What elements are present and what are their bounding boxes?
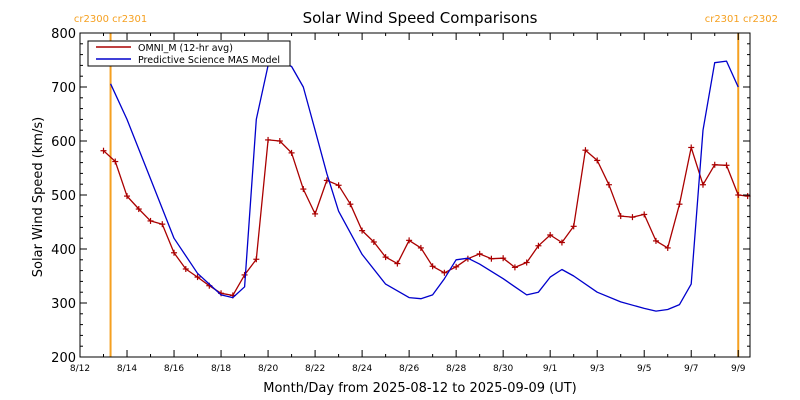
x-tick-label: 8/16 (164, 364, 184, 374)
data-point (735, 192, 742, 198)
data-point (641, 211, 648, 218)
y-tick-label: 800 (51, 27, 76, 42)
x-tick-label: 9/1 (543, 364, 557, 374)
data-point (523, 259, 530, 266)
data-point (500, 255, 507, 262)
data-point (547, 231, 554, 238)
data-point (335, 182, 342, 189)
data-point (582, 147, 589, 154)
data-point (429, 263, 436, 270)
x-tick-label: 8/26 (399, 364, 419, 374)
x-tick-label: 9/7 (684, 364, 698, 374)
y-tick-label: 600 (51, 135, 76, 150)
series-line-0 (103, 139, 748, 297)
data-point (241, 271, 248, 278)
y-tick-label: 700 (51, 81, 76, 96)
data-point (288, 149, 295, 156)
data-point (629, 214, 636, 221)
plot-frame (79, 32, 751, 358)
data-point (488, 255, 495, 262)
x-tick-label: 8/14 (117, 364, 137, 374)
data-point (359, 227, 366, 234)
x-tick-label: 9/3 (590, 364, 604, 374)
x-tick-label: 8/22 (305, 364, 325, 374)
y-tick-label: 400 (51, 243, 76, 258)
data-point (112, 158, 119, 165)
data-point (535, 242, 542, 249)
data-point (723, 162, 730, 169)
data-point (135, 206, 142, 213)
data-point (617, 213, 624, 220)
legend-label-mas: Predictive Science MAS Model (138, 55, 280, 66)
data-point (370, 238, 377, 245)
data-point (100, 147, 107, 154)
data-point (652, 237, 659, 244)
series-line-1 (110, 60, 739, 312)
x-tick-label: 8/12 (70, 364, 90, 374)
legend-box (87, 40, 291, 67)
data-point (664, 244, 671, 251)
legend: OMNI_M (12-hr avg) Predictive Science MA… (87, 40, 291, 67)
x-tick-label: 9/5 (637, 364, 651, 374)
carrington-label: cr2301 cr2302 (705, 14, 778, 25)
data-point (406, 237, 413, 244)
data-point (194, 274, 201, 281)
data-point (558, 239, 565, 246)
data-point (417, 244, 424, 251)
y-tick-label: 300 (51, 297, 76, 312)
data-point (171, 249, 178, 256)
y-tick-label: 200 (51, 351, 76, 366)
data-point (347, 201, 354, 208)
x-tick-label: 8/28 (446, 364, 466, 374)
x-axis-label: Month/Day from 2025-08-12 to 2025-09-09 … (263, 381, 576, 396)
axis-ticks: 200 300 400 500 600 700 800 8/12 8/14 8/16 8/18 8/2… (51, 27, 750, 374)
x-tick-label: 8/20 (258, 364, 278, 374)
data-point (276, 138, 283, 144)
data-point (511, 264, 518, 271)
x-tick-label: 8/30 (493, 364, 513, 374)
y-axis-label: Solar Wind Speed (km/s) (31, 117, 46, 277)
legend-label-omni: OMNI_M (12-hr avg) (138, 43, 233, 54)
data-point (147, 217, 154, 224)
data-point (253, 256, 260, 263)
data-point (265, 136, 272, 143)
data-point (453, 263, 460, 270)
data-point (441, 269, 448, 276)
data-point (182, 265, 189, 272)
data-point (688, 144, 695, 151)
data-point (711, 161, 718, 168)
carrington-label: cr2300 cr2301 (74, 14, 147, 25)
data-point (159, 221, 166, 228)
data-point (300, 186, 307, 193)
y-tick-label: 500 (51, 189, 76, 204)
x-tick-label: 8/24 (352, 364, 372, 374)
x-tick-label: 8/18 (211, 364, 231, 374)
series-layer (100, 60, 751, 312)
data-point (570, 223, 577, 230)
data-point (594, 157, 601, 164)
data-point (676, 201, 683, 208)
data-point (312, 210, 319, 217)
x-tick-label: 9/9 (731, 364, 746, 374)
data-point (124, 193, 131, 200)
chart-title: Solar Wind Speed Comparisons (303, 9, 538, 27)
data-point (382, 254, 389, 261)
data-point (394, 260, 401, 267)
data-point (699, 181, 706, 188)
data-point (476, 250, 483, 257)
data-point (605, 181, 612, 188)
